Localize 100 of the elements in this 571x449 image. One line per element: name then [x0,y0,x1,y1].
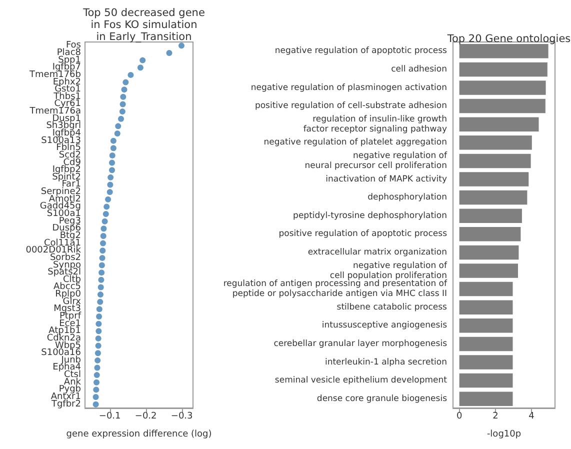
y-tick-label: negative regulation of plasminogen activation [250,82,447,93]
y-tick-label: extracellular matrix organization [308,247,447,258]
x-axis-title: -log10p [486,430,522,440]
x-axis-title: gene expression difference (log) [66,430,212,440]
point [102,218,108,224]
bar [459,300,513,314]
point [93,386,100,393]
y-tick-label: positive regulation of apoptotic process [278,229,448,240]
point [119,108,126,115]
bar [459,62,548,77]
y-tick-label: Ephx2 [52,77,81,88]
y-tick-label: Spats2l [48,268,81,278]
y-tick-label: seminal vesicle epithelium development [274,376,448,386]
point [94,364,100,371]
x-tick-label: −0.2 [134,412,157,422]
point [110,138,116,144]
bar [459,98,546,114]
point [100,226,107,232]
bar [459,264,518,278]
point [107,182,114,188]
y-tick-label: negative regulation of apoptotic process [274,46,448,56]
point [105,196,112,202]
y-tick-label: Igfbp4 [52,128,82,138]
x-tick-label: 2 [492,412,498,422]
y-tick-label: negative regulation of cell population proliferation [330,260,448,281]
point [118,116,124,122]
y-tick-label: inactivation of MAPK activity [326,174,447,184]
y-tick-label: dephosphorylation [368,192,447,203]
point [100,240,106,246]
bar [459,44,548,58]
point [92,394,99,400]
y-tick-label: Epha4 [52,362,82,373]
bar [459,208,522,223]
bar [459,80,546,95]
point [92,401,99,408]
y-tick-label: regulation of insulin-like growth factor receptor signaling pathway [303,114,447,134]
point [109,152,116,158]
y-tick-label: interleukin-1 alpha secretion [324,357,447,368]
y-tick-label: intussusceptive angiogenesis [322,320,448,331]
chart-title: Top 50 decreased gene in Fos KO simulation in Early_Transition [82,7,205,43]
point [128,72,134,78]
point [96,314,102,320]
point [178,42,184,49]
point [98,270,105,276]
point [120,94,126,100]
bar [459,336,513,352]
point [97,292,104,298]
point [140,57,146,64]
y-tick-label: Atp1b1 [48,326,81,336]
y-tick-label: Spint2 [52,172,81,182]
bar [459,117,539,132]
y-tick-label: stilbene catabolic process [336,302,448,312]
point [95,335,102,342]
bar [459,392,513,406]
point [99,254,106,261]
point [166,50,172,56]
point [100,248,106,254]
point [109,160,115,166]
bar [459,282,513,296]
y-tick-label: negative regulation of neural precursor cell proliferation [304,150,448,171]
point [106,189,113,196]
chart-title: Top 20 Gene ontologies [446,33,571,45]
y-tick-label: Gadd45g [40,202,81,212]
x-tick-label: 4 [528,412,535,422]
bar [459,245,519,260]
point [108,174,114,180]
y-tick-label: Cyr61 [54,99,81,110]
y-tick-label: dense core granule biogenesis [316,394,448,404]
y-tick-label: cell adhesion [391,64,447,74]
point [114,130,120,136]
bar [459,227,521,242]
point [94,379,100,386]
point [95,342,102,349]
bar [459,172,529,186]
y-tick-label: positive regulation of cell-substrate adhesion [254,101,447,112]
point [104,204,110,210]
point [98,276,104,283]
x-tick-label: −0.3 [170,412,193,422]
bar [459,355,513,370]
y-tick-label: Synpo [53,260,82,270]
x-tick-label: −0.1 [98,412,121,422]
point [102,211,109,218]
y-tick-label: regulation of antigen processing and presentation of peptide or polysaccharide antigen via MHC class II [223,279,448,300]
point [98,262,105,268]
y-tick-label: Dusp6 [52,224,82,234]
y-tick-label: peptidyl-tyrosine dephosphorylation [293,210,447,221]
point [109,167,115,174]
y-tick-label: negative regulation of platelet aggregation [264,138,447,148]
point [94,357,101,364]
bar [459,318,513,333]
point [96,328,102,334]
point [96,320,102,327]
bar [459,154,531,168]
x-tick-label: 0 [456,412,462,422]
point [121,86,128,93]
point [120,101,126,108]
point [94,372,100,378]
point [96,306,102,312]
point [137,64,144,71]
point [100,232,106,239]
